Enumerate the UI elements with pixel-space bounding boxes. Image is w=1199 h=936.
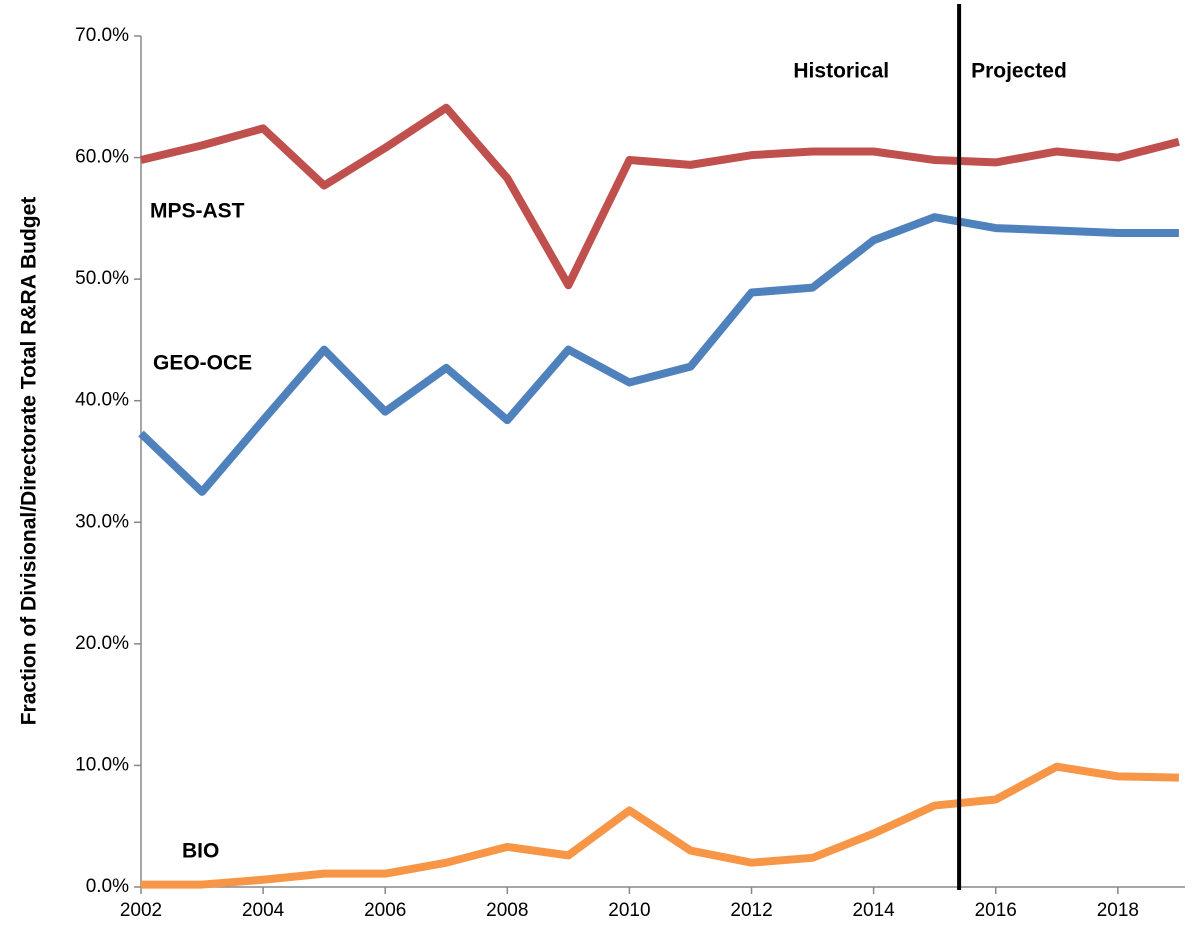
y-tick-label: 0.0% [86, 876, 129, 897]
series-label: BIO [182, 840, 219, 863]
x-tick-label: 2012 [730, 900, 772, 921]
x-tick-label: 2014 [852, 900, 895, 921]
x-tick-label: 2006 [364, 900, 406, 921]
x-tick-label: 2018 [1097, 900, 1139, 921]
y-tick-label: 30.0% [75, 511, 129, 532]
y-tick-label: 70.0% [75, 25, 129, 46]
series-line [138, 213, 1179, 496]
y-tick-label: 20.0% [75, 633, 129, 654]
y-tick-label: 10.0% [75, 754, 129, 775]
series-label: MPS-AST [150, 200, 245, 223]
annotation: Historical [793, 60, 889, 83]
x-tick-label: 2010 [608, 900, 650, 921]
series-line [141, 762, 1179, 889]
y-axis-label: Fraction of Divisional/Directorate Total… [18, 197, 41, 726]
annotation: Projected [971, 60, 1067, 83]
x-tick-label: 2016 [975, 900, 1017, 921]
x-tick-label: 2008 [486, 900, 528, 921]
y-tick-label: 50.0% [75, 268, 129, 289]
x-tick-label: 2004 [242, 900, 285, 921]
y-tick-label: 40.0% [75, 390, 129, 411]
y-tick-label: 60.0% [75, 147, 129, 168]
x-tick-label: 2002 [120, 900, 162, 921]
series-line [140, 103, 1180, 290]
series-label: GEO-OCE [153, 352, 252, 375]
